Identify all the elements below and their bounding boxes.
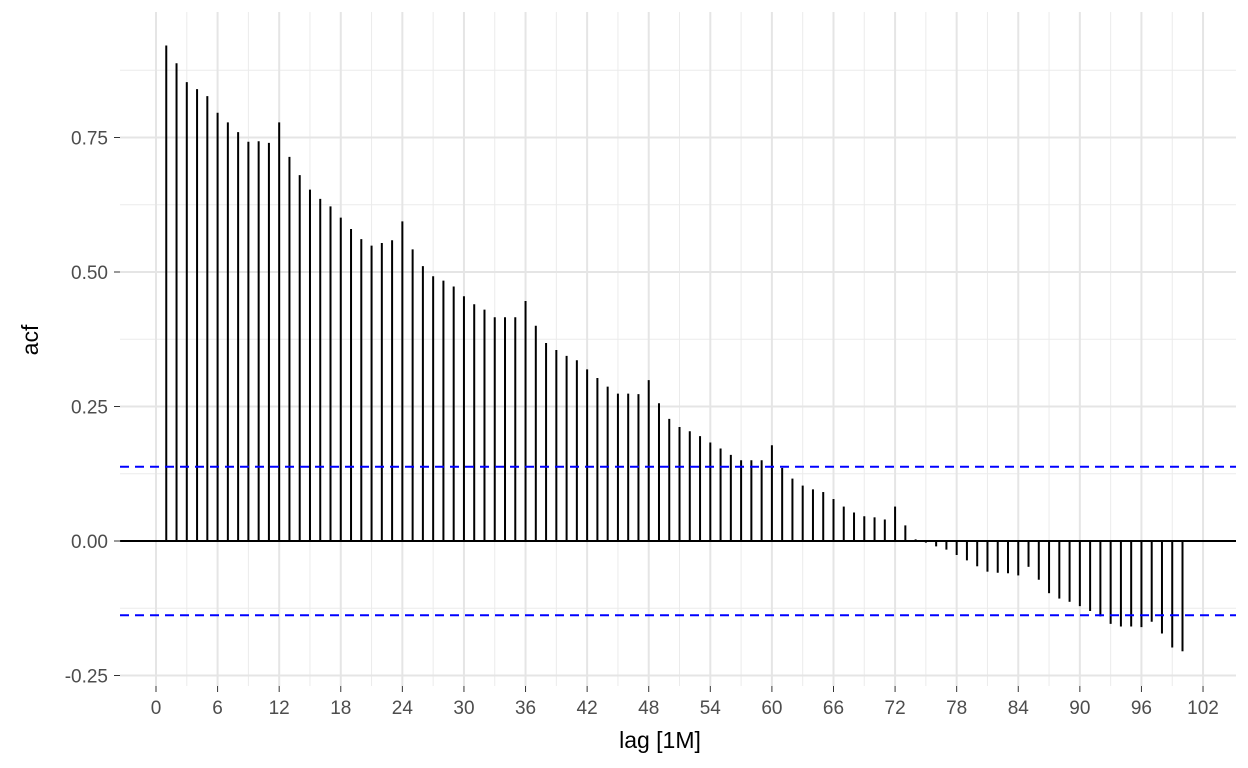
- x-axis-ticks: 0 6 12 18 24 30 36 42 48 54 60 66 72 78 84 90 96 102: [151, 686, 1219, 719]
- x-tick-label: 30: [453, 698, 474, 719]
- x-tick-label: 48: [638, 698, 659, 719]
- x-tick-label: 42: [577, 698, 598, 719]
- x-tick-label: 84: [1008, 698, 1030, 719]
- acf-bars: [165, 45, 1184, 652]
- x-tick-label: 102: [1187, 698, 1219, 719]
- x-tick-label: 12: [269, 698, 290, 719]
- x-tick-label: 66: [823, 698, 844, 719]
- confidence-bounds: [120, 465, 1236, 617]
- x-tick-label: 78: [946, 698, 967, 719]
- x-tick-label: 72: [885, 698, 906, 719]
- x-tick-label: 90: [1069, 698, 1090, 719]
- x-tick-label: 0: [151, 698, 162, 719]
- y-tick-label: -0.25: [65, 667, 108, 688]
- x-tick-label: 24: [392, 698, 414, 719]
- y-tick-label: 0.00: [71, 532, 108, 553]
- y-tick-label: 0.50: [71, 263, 108, 284]
- y-axis-title: acf: [17, 324, 43, 355]
- x-tick-label: 96: [1131, 698, 1152, 719]
- y-tick-label: 0.25: [71, 398, 108, 419]
- x-tick-label: 6: [212, 698, 223, 719]
- x-tick-label: 60: [761, 698, 782, 719]
- x-tick-label: 18: [330, 698, 351, 719]
- y-axis-ticks: -0.25 0.00 0.25 0.50 0.75: [65, 129, 120, 688]
- minor-gridlines: [120, 12, 1236, 686]
- x-tick-label: 54: [700, 698, 722, 719]
- y-tick-label: 0.75: [71, 129, 108, 150]
- x-tick-label: 36: [515, 698, 536, 719]
- x-axis-title: lag [1M]: [619, 727, 701, 753]
